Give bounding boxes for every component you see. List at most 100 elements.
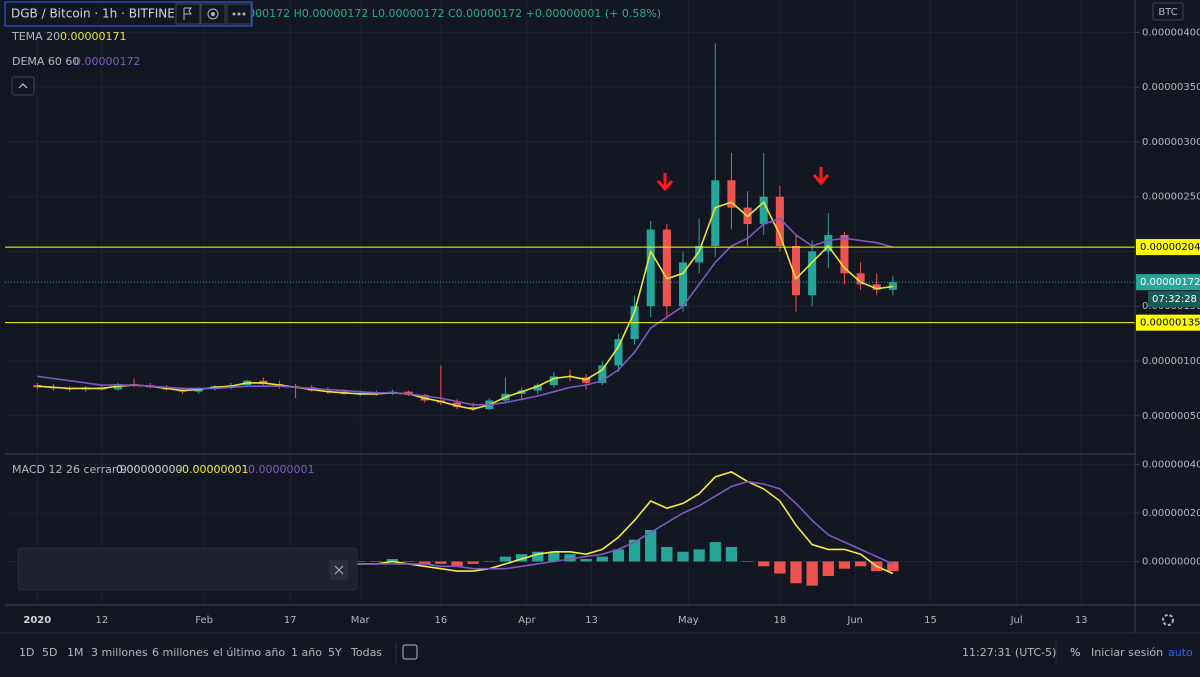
candle-body — [840, 235, 849, 274]
tema-legend: TEMA 20 — [11, 30, 60, 43]
x-tick-label: May — [678, 615, 699, 626]
histogram-bar — [725, 546, 738, 562]
histogram-bar — [806, 561, 818, 586]
countdown-label: 07:32:28 — [1152, 294, 1197, 305]
histogram-bar — [709, 542, 721, 562]
histogram-bar — [354, 561, 366, 562]
level-label: 0.00000204 — [1140, 242, 1200, 253]
y-tick-label: 0.00000040 — [1142, 460, 1200, 471]
candle-body — [711, 180, 720, 246]
candle-body — [598, 365, 607, 383]
candle-body — [614, 339, 623, 366]
candle-body — [808, 251, 817, 296]
histogram-bar — [693, 549, 705, 562]
last-price-badge — [1136, 274, 1200, 291]
annotation-arrow — [656, 173, 674, 192]
countdown-badge — [1148, 291, 1200, 308]
percent-toggle[interactable]: % — [1070, 646, 1080, 659]
range-button[interactable]: 1D — [19, 646, 34, 659]
range-button[interactable]: el último año — [213, 646, 285, 659]
range-button[interactable]: Todas — [350, 646, 382, 659]
tema-legend-value: 0.00000171 — [60, 30, 126, 43]
histogram-bar — [645, 530, 657, 562]
range-button[interactable]: 6 millones — [152, 646, 209, 659]
date-range-icon[interactable] — [402, 644, 418, 660]
macd-line-value: -0.00000001 — [178, 463, 248, 476]
histogram-bar — [677, 551, 689, 562]
candle-body — [549, 376, 558, 386]
range-button[interactable]: 1M — [67, 646, 84, 659]
histogram-bar — [822, 561, 834, 576]
histogram-bar — [628, 539, 641, 562]
histogram-bar — [596, 556, 608, 562]
macd-hist-value: 0.00000000 — [116, 463, 182, 476]
y-tick-label: 0.00000100 — [1142, 356, 1200, 367]
histogram-bar — [741, 561, 754, 562]
histogram-bar — [467, 561, 479, 564]
histogram-bar — [790, 561, 802, 584]
settings-icon[interactable] — [1162, 614, 1174, 626]
histogram-bar — [419, 561, 431, 564]
currency-label: BTC — [1158, 7, 1177, 18]
x-tick-label: Feb — [195, 615, 213, 626]
histogram-bar — [386, 559, 399, 562]
x-tick-label: 13 — [1075, 615, 1088, 626]
login-toggle[interactable]: Iniciar sesión — [1091, 646, 1163, 659]
dot — [237, 12, 241, 16]
x-tick-label: 2020 — [23, 615, 51, 626]
dot — [242, 12, 246, 16]
range-button[interactable]: 5Y — [328, 646, 342, 659]
histogram-bar — [483, 561, 495, 562]
dema-legend: DEMA 60 60 — [12, 55, 79, 68]
histogram-bar — [370, 561, 382, 562]
x-tick-label: Jul — [1010, 615, 1023, 626]
symbol-title[interactable]: DGB / Bitcoin · 1h · BITFINEX — [11, 7, 183, 21]
y-tick-label: 0.00000050 — [1142, 411, 1200, 422]
x-tick-label: 15 — [924, 615, 937, 626]
candle-body — [759, 196, 768, 225]
level-badge — [1136, 314, 1200, 331]
close-icon — [334, 565, 344, 575]
candle-body — [695, 245, 704, 263]
range-button[interactable]: 5D — [42, 646, 57, 659]
histogram-bar — [661, 546, 673, 562]
histogram-bar — [580, 559, 592, 562]
currency-badge[interactable] — [1152, 2, 1184, 21]
y-tick-label: 0.00000300 — [1142, 137, 1200, 148]
candle-body — [727, 180, 736, 208]
histogram-bar — [532, 551, 544, 562]
x-tick-label: 12 — [95, 615, 108, 626]
annotation-arrow — [812, 167, 830, 186]
level-label: 0.00000135 — [1140, 318, 1200, 329]
histogram-bar — [564, 554, 576, 562]
histogram-bar — [515, 554, 528, 562]
popup — [17, 547, 358, 591]
range-button[interactable]: 1 año — [291, 646, 322, 659]
y-tick-label: 0.00000020 — [1142, 508, 1200, 519]
histogram-bar — [758, 561, 770, 567]
candle-body — [872, 284, 881, 290]
y-tick-label: 0.00000400 — [1142, 27, 1200, 38]
toolbar: 1D 5D 1M 3 millones 6 millones el último año 1… — [19, 646, 382, 659]
histogram-bar — [548, 551, 560, 562]
x-tick-label: 13 — [585, 615, 598, 626]
dema-legend-value: 0.00000172 — [74, 55, 140, 68]
candle-body — [888, 282, 897, 290]
auto-toggle[interactable]: auto — [1168, 646, 1193, 659]
histogram-bar — [887, 561, 899, 572]
collapse-button[interactable] — [11, 76, 35, 96]
candle-body — [775, 196, 784, 246]
eye-pupil — [211, 12, 215, 16]
x-tick-label: 17 — [284, 615, 297, 626]
last-price-label: 0.00000172 — [1140, 277, 1200, 288]
x-tick-label: 18 — [773, 615, 786, 626]
flag-icon — [183, 7, 192, 20]
candle-body — [678, 262, 688, 307]
ohlc-values: O0.00000172 H0.00000172 L0.00000172 C0.0… — [215, 7, 661, 20]
level-badge — [1136, 239, 1200, 256]
range-button[interactable]: 3 millones — [91, 646, 148, 659]
histogram-bar — [774, 561, 786, 574]
y-tick-label: 0.00000000 — [1142, 556, 1200, 567]
candle-body — [533, 385, 542, 391]
